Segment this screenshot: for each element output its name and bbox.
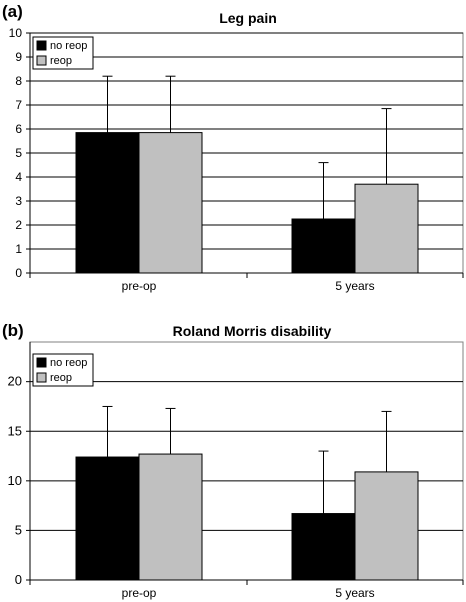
- bar-reop-5-years: [354, 183, 419, 274]
- y-tick-label: 20: [8, 374, 22, 389]
- y-tick-label: 0: [15, 572, 22, 587]
- legend-swatch: [36, 372, 47, 383]
- chart-a: 0 1 2 3 4 5 6 7 8 9 10 pre-op 5 years no reop reop: [9, 26, 464, 293]
- bar-no-reop-5-years: [291, 513, 356, 581]
- legend-label: no reop: [50, 357, 87, 369]
- bar-no-reop-pre-op: [75, 456, 140, 581]
- x-category-label: 5 years: [335, 279, 374, 293]
- chart-a-title: Leg pain: [219, 10, 277, 26]
- legend: no reop reop: [32, 353, 94, 387]
- y-tick-label: 7: [15, 98, 22, 112]
- bar-reop-pre-op: [138, 453, 203, 581]
- bar-no-reop-5-years: [291, 218, 356, 274]
- y-tick-label: 2: [15, 218, 22, 232]
- bar-no-reop-pre-op: [75, 132, 140, 274]
- legend-swatch: [36, 40, 47, 51]
- panel-b-label: (b): [2, 321, 24, 340]
- y-tick-label: 4: [15, 170, 22, 184]
- bar-reop-pre-op: [138, 132, 203, 274]
- y-tick-label: 10: [8, 473, 22, 488]
- bar-reop-5-years: [354, 471, 419, 581]
- y-tick-label: 5: [15, 522, 22, 537]
- y-tick-label: 10: [9, 26, 23, 40]
- y-tick-label: 1: [15, 242, 22, 256]
- legend-label: no reop: [50, 40, 87, 52]
- legend-swatch: [36, 357, 47, 368]
- y-tick-label: 3: [15, 194, 22, 208]
- y-tick-label: 6: [15, 122, 22, 136]
- panel-a-label: (a): [2, 2, 23, 21]
- x-category-label: 5 years: [335, 586, 374, 600]
- y-tick-label: 5: [15, 146, 22, 160]
- x-category-label: pre-op: [122, 279, 157, 293]
- y-tick-label: 0: [15, 266, 22, 280]
- legend-swatch: [36, 55, 47, 66]
- y-tick-label: 9: [15, 50, 22, 64]
- y-tick-label: 15: [8, 423, 22, 438]
- legend-label: reop: [50, 55, 72, 67]
- x-category-label: pre-op: [122, 586, 157, 600]
- y-tick-label: 8: [15, 74, 22, 88]
- legend-label: reop: [50, 372, 72, 384]
- legend: no reop reop: [32, 36, 94, 70]
- chart-b: 0 5 10 15 20 pre-op 5 years no reop reop: [8, 341, 464, 600]
- chart-b-title: Roland Morris disability: [173, 323, 332, 339]
